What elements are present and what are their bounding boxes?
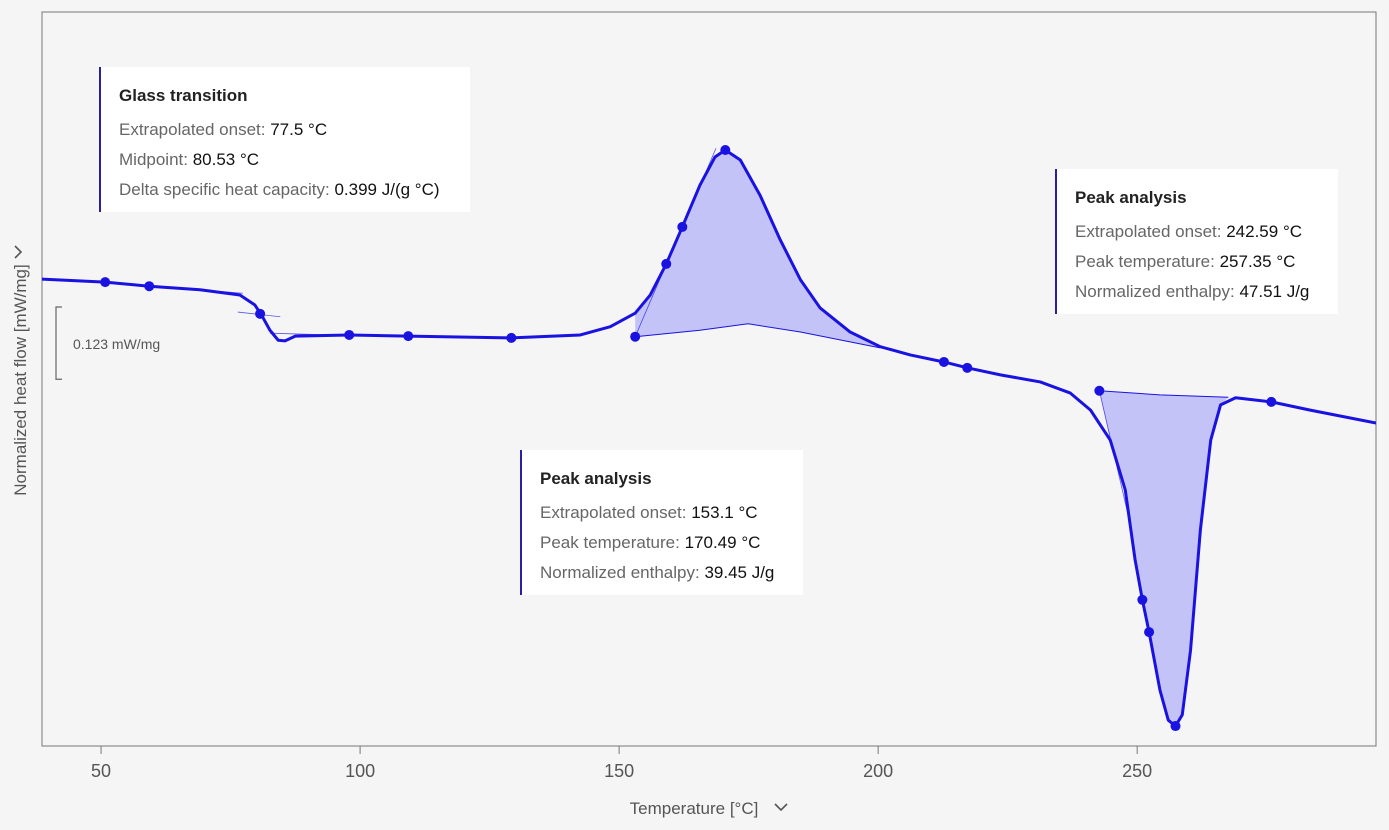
analysis-point [144, 281, 155, 292]
row-value: 0.399 J/(g °C) [334, 180, 440, 199]
annotation-box: Peak analysis Extrapolated onset: 242.59… [1055, 169, 1338, 314]
annotation-row: Extrapolated onset: 242.59 °C [1075, 217, 1320, 247]
x-axis-chevron [774, 803, 788, 812]
row-value: 47.51 J/g [1239, 282, 1310, 301]
y-axis-title[interactable]: Normalized heat flow [mW/mg] [11, 245, 30, 496]
annotation-row: Extrapolated onset: 153.1 °C [540, 498, 785, 528]
row-label: Extrapolated onset: [119, 120, 266, 139]
row-value: 80.53 °C [192, 150, 260, 169]
x-axis-label: Temperature [°C] [630, 799, 759, 818]
row-label: Peak temperature: [540, 533, 680, 552]
analysis-point [1137, 594, 1148, 605]
row-value: 170.49 °C [684, 533, 761, 552]
row-value: 77.5 °C [270, 120, 328, 139]
analysis-point [630, 331, 641, 342]
x-tick-label: 150 [604, 761, 634, 781]
analysis-point [100, 277, 111, 288]
row-label: Normalized enthalpy: [540, 563, 700, 582]
analysis-point [938, 356, 949, 367]
row-value: 242.59 °C [1226, 222, 1303, 241]
x-tick-label: 250 [1122, 761, 1152, 781]
scale-bar [55, 306, 62, 380]
annotation-row: Midpoint: 80.53 °C [119, 145, 452, 175]
x-tick-label: 50 [91, 761, 111, 781]
annotation-row: Delta specific heat capacity: 0.399 J/(g… [119, 175, 452, 205]
annotation-row: Normalized enthalpy: 39.45 J/g [540, 558, 785, 588]
analysis-point [1144, 627, 1155, 638]
row-label: Normalized enthalpy: [1075, 282, 1235, 301]
analysis-point [506, 332, 517, 343]
analysis-point [962, 362, 973, 373]
baseline [1099, 390, 1229, 398]
row-label: Extrapolated onset: [1075, 222, 1222, 241]
annotation-row: Normalized enthalpy: 47.51 J/g [1075, 277, 1320, 307]
row-value: 257.35 °C [1219, 252, 1296, 271]
row-label: Midpoint: [119, 150, 188, 169]
analysis-point [677, 221, 688, 232]
y-axis-chevron [14, 245, 23, 259]
analysis-point [403, 331, 414, 342]
analysis-point [1266, 396, 1277, 407]
row-label: Delta specific heat capacity: [119, 180, 330, 199]
y-axis-label: Normalized heat flow [mW/mg] [11, 264, 30, 495]
x-tick-label: 200 [863, 761, 893, 781]
peak-area [635, 149, 881, 348]
analysis-point [1170, 721, 1181, 732]
x-axis-title[interactable]: Temperature [°C] [630, 799, 788, 818]
row-label: Peak temperature: [1075, 252, 1215, 271]
plot-content [42, 144, 1376, 732]
annotation-title: Glass transition [119, 86, 248, 105]
annotation-box: Glass transition Extrapolated onset: 77.… [99, 67, 470, 212]
x-tick-label: 100 [345, 761, 375, 781]
analysis-point [661, 258, 672, 269]
baseline [635, 323, 881, 349]
row-label: Extrapolated onset: [540, 503, 687, 522]
annotation-title: Peak analysis [1075, 188, 1187, 207]
analysis-point [255, 308, 266, 319]
annotation-row: Peak temperature: 170.49 °C [540, 528, 785, 558]
analysis-point [720, 144, 731, 155]
peak-area [1099, 390, 1229, 727]
annotation-title: Peak analysis [540, 469, 652, 488]
scale-bar-label: 0.123 mW/mg [73, 336, 160, 352]
annotation-row: Peak temperature: 257.35 °C [1075, 247, 1320, 277]
row-value: 39.45 J/g [704, 563, 775, 582]
analysis-point [1094, 385, 1105, 396]
row-value: 153.1 °C [691, 503, 758, 522]
annotation-row: Extrapolated onset: 77.5 °C [119, 115, 452, 145]
analysis-point [344, 329, 355, 340]
annotation-box: Peak analysis Extrapolated onset: 153.1 … [520, 450, 803, 595]
